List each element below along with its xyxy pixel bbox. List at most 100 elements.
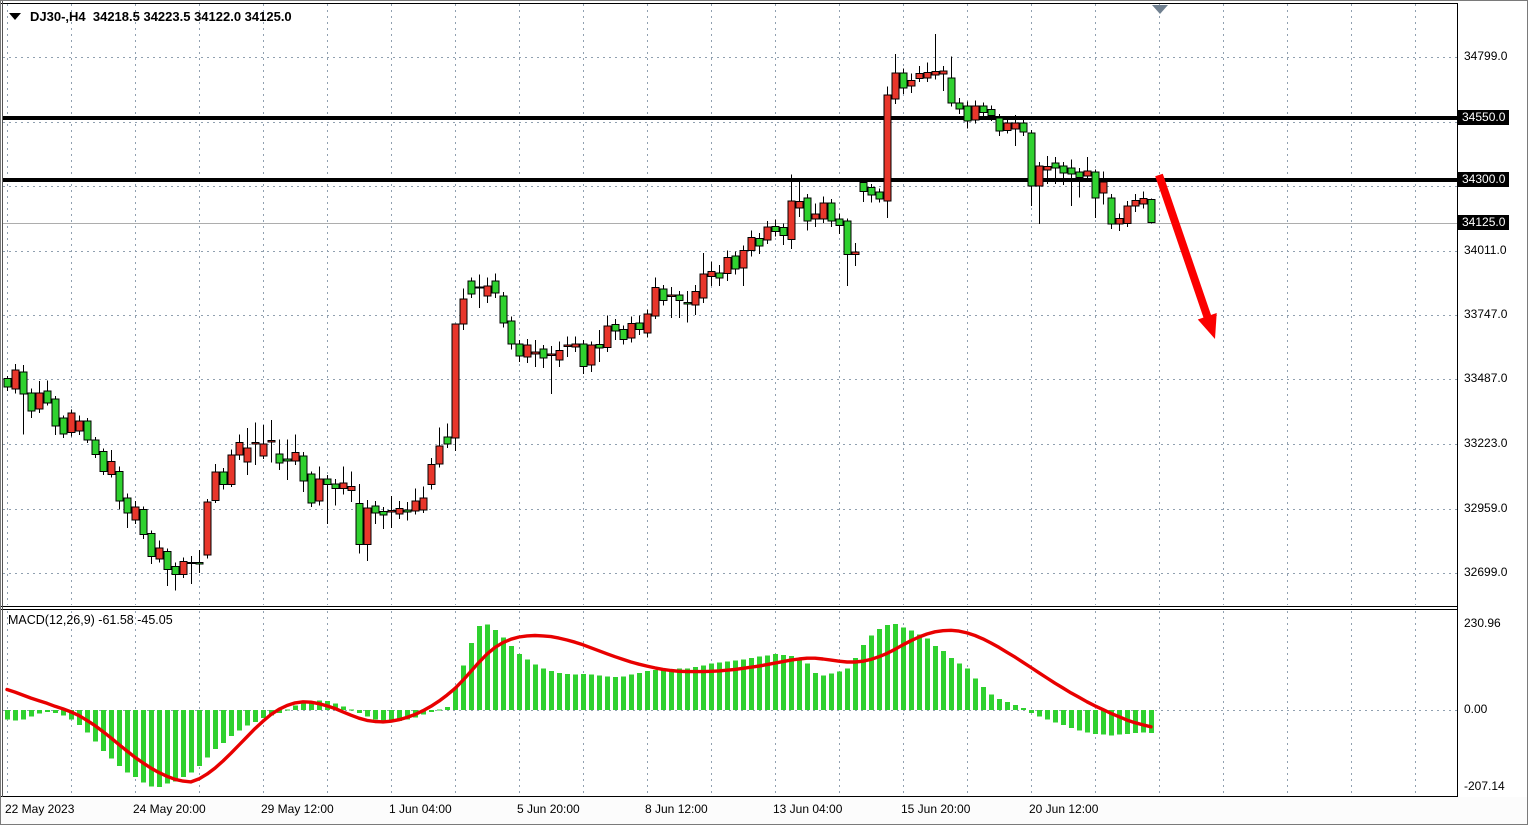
macd-bar xyxy=(1029,710,1034,713)
symbol-dropdown-icon[interactable] xyxy=(9,13,21,20)
bear-candle xyxy=(1051,162,1060,169)
macd-bar xyxy=(69,710,74,720)
bull-candle xyxy=(1131,199,1140,207)
macd-bar xyxy=(197,710,202,766)
macd-bar xyxy=(1045,710,1050,720)
bear-candle xyxy=(1107,197,1116,225)
bear-candle xyxy=(1027,132,1036,187)
bull-candle xyxy=(763,226,772,241)
macd-bar xyxy=(357,710,362,713)
bull-candle xyxy=(435,445,444,465)
macd-bar xyxy=(1037,710,1042,717)
bear-candle xyxy=(715,272,724,279)
bull-candle xyxy=(243,447,252,463)
macd-bar xyxy=(725,661,730,710)
bear-candle xyxy=(539,348,548,359)
bear-candle xyxy=(683,301,692,305)
macd-bar xyxy=(397,710,402,722)
macd-bar xyxy=(605,676,610,710)
bear-candle xyxy=(995,117,1004,132)
bear-candle xyxy=(443,436,452,445)
bull-candle xyxy=(739,249,748,269)
bull-candle xyxy=(339,482,348,490)
macd-bar xyxy=(1101,710,1106,735)
bear-candle xyxy=(195,561,204,565)
bear-candle xyxy=(467,280,476,295)
bear-candle xyxy=(275,453,284,464)
macd-bar xyxy=(133,710,138,778)
macd-bar xyxy=(1117,710,1122,735)
bear-candle xyxy=(219,471,228,485)
macd-bar xyxy=(893,623,898,710)
macd-bar xyxy=(109,710,114,759)
bull-candle xyxy=(811,213,820,220)
bear-candle xyxy=(875,191,884,200)
horizontal-level-line[interactable] xyxy=(3,116,1457,120)
macd-bar xyxy=(1141,710,1146,733)
macd-bar xyxy=(709,663,714,710)
bear-candle xyxy=(1067,167,1076,175)
price-grid-label: 33747.0 xyxy=(1464,307,1508,322)
time-axis[interactable]: 22 May 2023 24 May 20:00 29 May 12:00 1 Jun… xyxy=(1,797,1527,824)
macd-bar xyxy=(125,710,130,773)
bear-candle xyxy=(163,550,172,570)
macd-indicator-label: MACD(12,26,9) -61.58 -45.05 xyxy=(8,613,173,627)
bull-candle xyxy=(35,392,44,410)
macd-bar xyxy=(573,674,578,710)
bear-candle xyxy=(307,473,316,504)
bull-candle xyxy=(211,471,220,501)
bear-candle xyxy=(379,510,388,516)
macd-bar xyxy=(437,709,442,711)
bear-candle xyxy=(979,105,988,113)
macd-bar xyxy=(813,672,818,710)
bull-candle xyxy=(459,298,468,325)
macd-bar xyxy=(653,669,658,710)
macd-bar xyxy=(997,698,1002,710)
macd-bar xyxy=(525,659,530,710)
macd-bar xyxy=(717,662,722,710)
macd-bar xyxy=(733,660,738,710)
macd-bar xyxy=(597,675,602,710)
macd-min-label: -207.14 xyxy=(1464,779,1505,793)
bull-candle xyxy=(131,506,140,521)
bear-candle xyxy=(515,343,524,357)
macd-bar xyxy=(661,669,666,710)
bear-candle xyxy=(355,502,364,545)
bull-candle xyxy=(179,561,188,575)
bull-candle xyxy=(555,349,564,361)
price-axis[interactable]: 34799.0 34011.0 33747.0 33487.0 33223.0 32959… xyxy=(1458,1,1527,797)
trend-arrow-shaft[interactable] xyxy=(1155,173,1213,324)
macd-signal-line xyxy=(5,628,1153,784)
time-label: 1 Jun 04:00 xyxy=(389,802,452,816)
price-grid-label: 33223.0 xyxy=(1464,436,1508,451)
bear-candle xyxy=(115,470,124,502)
time-label: 5 Jun 20:00 xyxy=(517,802,580,816)
macd-bar xyxy=(757,656,762,710)
macd-bar xyxy=(749,657,754,710)
macd-bar xyxy=(557,672,562,710)
macd-bar xyxy=(957,663,962,710)
bull-candle xyxy=(603,325,612,348)
bear-candle xyxy=(987,108,996,116)
bull-candle xyxy=(707,271,716,278)
trend-arrow-head[interactable] xyxy=(1197,313,1217,339)
candlesticks[interactable] xyxy=(3,33,1156,591)
macd-bar xyxy=(941,651,946,710)
bear-candle xyxy=(611,324,620,332)
bear-candle xyxy=(579,343,588,367)
macd-bar xyxy=(309,701,314,710)
bull-candle xyxy=(883,94,892,202)
bull-candle xyxy=(787,200,796,240)
bull-candle xyxy=(723,257,732,275)
bull-candle xyxy=(1123,205,1132,224)
bull-candle xyxy=(563,344,572,348)
horizontal-level-line[interactable] xyxy=(3,178,1457,182)
macd-bar xyxy=(429,710,434,712)
bull-candle xyxy=(395,507,404,515)
macd-bar xyxy=(981,686,986,710)
macd-max-label: 230.96 xyxy=(1464,616,1501,630)
bull-candle xyxy=(363,507,372,545)
macd-bar xyxy=(253,710,258,722)
macd-bar xyxy=(381,710,386,722)
